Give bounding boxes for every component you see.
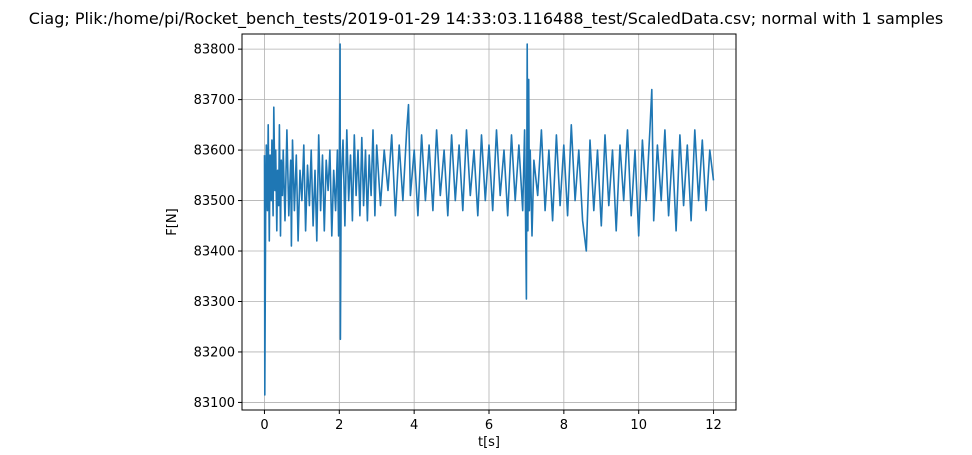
y-tick-label: 83800	[194, 43, 235, 58]
y-tick-label: 83300	[194, 295, 235, 310]
y-tick-label: 83500	[194, 194, 235, 209]
y-axis: 83100 83200 83300 83400 83500 83600 83700 83800	[194, 43, 242, 411]
y-tick-label: 83100	[194, 396, 235, 411]
x-tick-label: 2	[335, 418, 343, 433]
y-tick-label: 83200	[194, 345, 235, 360]
x-axis: 0 2 4 6 8 10 12	[260, 410, 722, 433]
x-tick-label: 6	[485, 418, 493, 433]
series-line	[263, 43, 715, 396]
y-tick-label: 83700	[194, 93, 235, 108]
x-tick-label: 10	[630, 418, 647, 433]
x-tick-label: 12	[705, 418, 722, 433]
x-tick-label: 0	[260, 418, 268, 433]
y-axis-label: F[N]	[165, 208, 180, 235]
x-tick-label: 8	[560, 418, 568, 433]
chart-title: Ciag; Plik:/home/pi/Rocket_bench_tests/2…	[29, 9, 943, 29]
y-tick-label: 83600	[194, 144, 235, 159]
y-tick-label: 83400	[194, 245, 235, 260]
x-axis-label: t[s]	[478, 435, 500, 450]
x-tick-label: 4	[410, 418, 418, 433]
line-layer	[263, 43, 715, 396]
